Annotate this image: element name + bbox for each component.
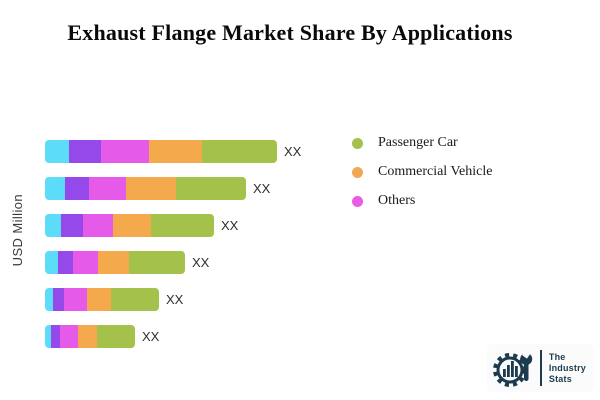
bar-segment xyxy=(45,214,61,237)
bar-segment xyxy=(111,288,159,311)
gear-wrench-chart-icon xyxy=(492,349,533,387)
chart-title: Exhaust Flange Market Share By Applicati… xyxy=(67,20,513,45)
legend-dot-icon xyxy=(352,137,363,149)
legend-dot-icon xyxy=(352,166,363,178)
bar-row: XX xyxy=(45,177,301,200)
bar-value-label: XX xyxy=(284,144,302,159)
bar-segment xyxy=(53,288,64,311)
legend-item-passenger-car: Passenger Car xyxy=(352,132,492,154)
bar-segment xyxy=(202,140,277,163)
bar-segment xyxy=(65,177,89,200)
bar-segment xyxy=(73,251,98,274)
bar-value-label: XX xyxy=(166,292,184,307)
legend-label: Others xyxy=(378,193,416,208)
bar-segment xyxy=(113,214,151,237)
bar-value-label: XX xyxy=(221,218,239,233)
stacked-bar xyxy=(45,288,159,311)
bar-segment xyxy=(45,251,58,274)
bar-segment xyxy=(64,288,87,311)
legend-item-others: Others xyxy=(352,190,492,212)
bar-segment xyxy=(129,251,185,274)
bar-segment xyxy=(45,325,51,348)
bar-segment xyxy=(51,325,60,348)
legend-dot-icon xyxy=(352,195,363,207)
bar-segment xyxy=(87,288,111,311)
logo-text-line: Industry xyxy=(548,362,586,373)
bar-segment xyxy=(97,325,135,348)
bar-segment xyxy=(149,140,202,163)
bar-value-label: XX xyxy=(142,329,160,344)
stacked-bar xyxy=(45,140,277,163)
bar-value-label: XX xyxy=(192,255,210,270)
bar-segment xyxy=(45,140,69,163)
bar-row: XX xyxy=(45,325,301,348)
bar-segment xyxy=(69,140,101,163)
stacked-bar xyxy=(45,251,185,274)
logo-text-line: The xyxy=(548,351,566,362)
brand-logo: The Industry Stats xyxy=(486,344,594,392)
bar-row: XX xyxy=(45,214,301,237)
stacked-bar xyxy=(45,214,214,237)
bar-row: XX xyxy=(45,251,301,274)
legend: Passenger Car Commercial Vehicle Others xyxy=(352,132,492,219)
stacked-bar xyxy=(45,177,246,200)
bar-segment xyxy=(126,177,176,200)
bar-row: XX xyxy=(45,288,301,311)
legend-label: Commercial Vehicle xyxy=(378,164,493,179)
bar-segment xyxy=(98,251,129,274)
logo-divider xyxy=(539,350,542,386)
bar-value-label: XX xyxy=(253,181,271,196)
bar-chart-area: XX XX XX XX XX XX xyxy=(45,140,301,362)
legend-item-commercial-vehicle: Commercial Vehicle xyxy=(352,161,492,183)
bar-segment xyxy=(83,214,113,237)
bar-segment xyxy=(45,177,65,200)
stacked-bar xyxy=(45,325,135,348)
bar-segment xyxy=(58,251,73,274)
legend-label: Passenger Car xyxy=(378,135,458,150)
bar-segment xyxy=(151,214,214,237)
logo-text: The Industry Stats xyxy=(549,352,586,385)
bar-segment xyxy=(61,214,83,237)
bar-row: XX xyxy=(45,140,301,163)
bar-segment xyxy=(78,325,97,348)
bar-segment xyxy=(45,288,53,311)
logo-text-line: Stats xyxy=(548,373,572,384)
bar-segment xyxy=(101,140,149,163)
bar-segment xyxy=(60,325,78,348)
bar-segment xyxy=(176,177,246,200)
y-axis-label: USD Million xyxy=(10,194,25,267)
bar-segment xyxy=(89,177,126,200)
